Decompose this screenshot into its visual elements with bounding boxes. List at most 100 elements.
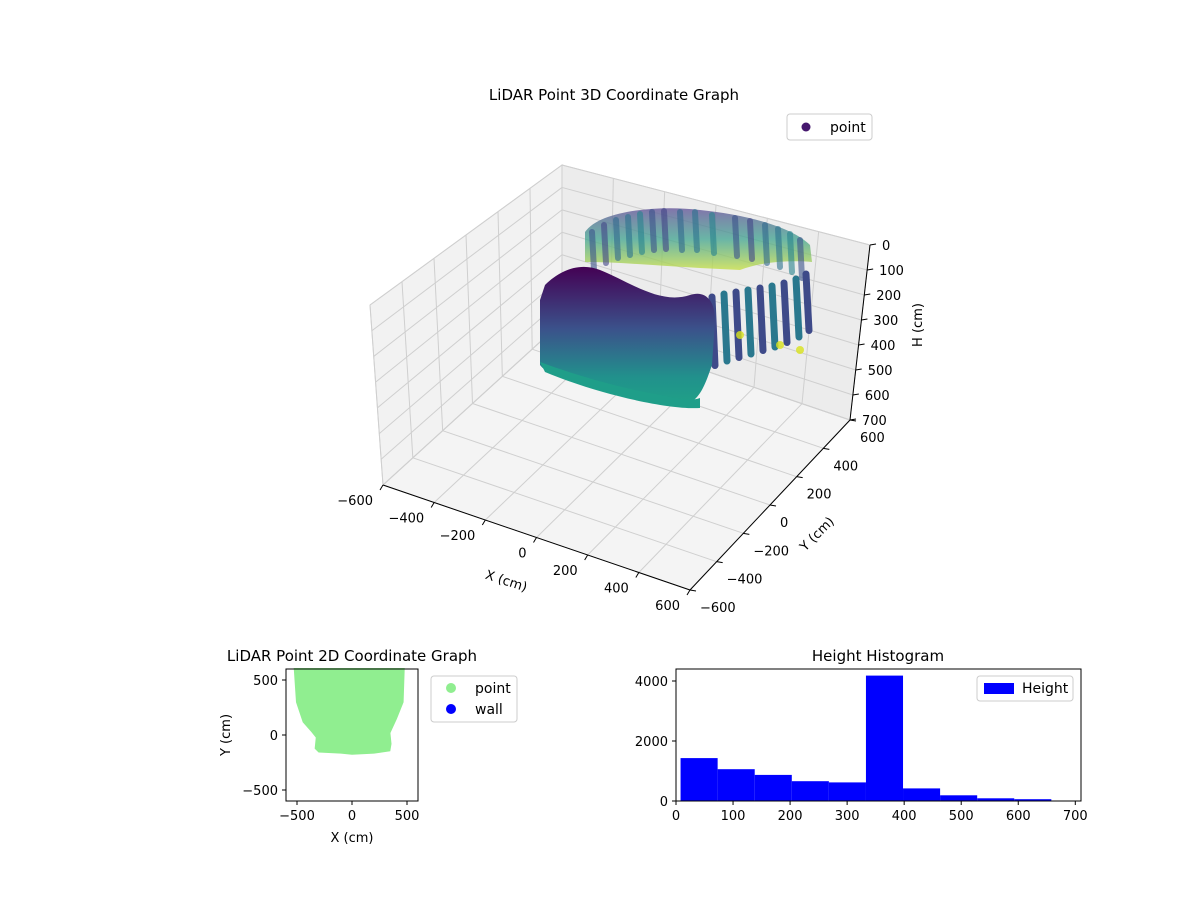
hist-legend: Height xyxy=(976,675,1074,702)
hist-y-tick-label: 2000 xyxy=(635,735,668,750)
plot2d-legend: point wall xyxy=(430,675,518,723)
grid-z-left-line xyxy=(371,187,563,332)
grid-z-left-line xyxy=(380,299,563,460)
z-tick-label: 0 xyxy=(882,239,890,254)
plot-histogram: Height Histogram 0 100 200 300 400 500 600 7000… xyxy=(635,647,1088,824)
cloud-column-right xyxy=(732,288,743,361)
x-tick xyxy=(430,502,435,508)
y-tick xyxy=(689,589,697,592)
x-tick xyxy=(533,537,537,543)
cloud-front-wall xyxy=(540,266,715,405)
cloud-column-back xyxy=(732,215,740,259)
hist-bar xyxy=(680,758,718,801)
y-tick xyxy=(796,476,803,479)
cloud-column-back xyxy=(692,209,700,253)
cloud-column-right xyxy=(768,282,779,351)
z-tick-label: 600 xyxy=(865,389,890,404)
y-tick xyxy=(823,447,830,450)
scatter-point-region xyxy=(293,668,405,755)
cloud-column-back xyxy=(661,208,669,252)
point-cloud-3d xyxy=(540,208,813,409)
cloud-column-back xyxy=(601,222,609,266)
plot3d-legend-box xyxy=(786,113,873,141)
z-tick-label: 400 xyxy=(871,339,896,354)
hist-x-tick-label: 200 xyxy=(778,809,803,824)
plot3d-legend-label: point xyxy=(830,120,866,136)
cloud-column-back xyxy=(677,209,685,253)
y-tick xyxy=(716,561,723,564)
hist-bar xyxy=(717,769,755,801)
x-tick xyxy=(584,554,589,561)
cloud-column-back xyxy=(709,212,717,256)
hist-legend-label: Height xyxy=(1022,681,1069,697)
hist-ticks: 0 100 200 300 400 500 600 700 0 2000 4000 xyxy=(635,675,1088,824)
cloud-column-back xyxy=(787,231,795,275)
x-tick-label: 600 xyxy=(655,599,680,614)
grid-y-wall-line xyxy=(529,188,533,350)
plot2d-legend-marker-wall xyxy=(446,704,456,714)
z-tick-label: 200 xyxy=(876,289,901,304)
x-tick xyxy=(481,519,486,526)
ticks-3d: −600−600−400−400−200−2000020020040040060… xyxy=(337,239,904,616)
z-tick xyxy=(855,368,862,371)
cloud-column-back xyxy=(762,222,770,266)
z-tick xyxy=(864,293,871,296)
x-tick-label: −200 xyxy=(440,529,476,544)
z-tick-label: 500 xyxy=(868,364,893,379)
grid-y-wall-line xyxy=(401,281,414,458)
z-tick xyxy=(869,243,877,246)
hist-bar xyxy=(940,795,978,801)
plot2d-legend-marker-point xyxy=(446,683,456,693)
hist-legend-swatch xyxy=(984,683,1014,694)
hist-legend-box xyxy=(976,675,1074,702)
z-tick-label: 100 xyxy=(879,264,904,279)
hist-x-tick-label: 700 xyxy=(1063,809,1088,824)
ticks-2d: −500−500 0 0 500 500 xyxy=(242,674,419,824)
hist-y-tick-label: 4000 xyxy=(635,675,668,690)
z-tick-label: 300 xyxy=(873,314,898,329)
cloud-floor-edge xyxy=(540,362,700,409)
hist-bar xyxy=(1014,799,1052,801)
z-tick xyxy=(852,393,859,396)
y-tick-label: 400 xyxy=(833,459,858,474)
z-tick xyxy=(849,418,857,421)
grid-z-right-line xyxy=(561,164,871,246)
z-tick xyxy=(858,343,865,346)
cloud-point-yellow xyxy=(736,331,744,339)
hist-bar xyxy=(791,781,829,801)
cloud-point-yellow xyxy=(776,341,784,349)
plot2d-x-tick-label: 500 xyxy=(395,809,420,824)
cloud-column-back xyxy=(797,237,805,281)
hist-x-tick-label: 100 xyxy=(721,809,746,824)
cloud-column-back xyxy=(649,209,657,253)
hist-y-tick-label: 0 xyxy=(660,795,668,810)
grid-y-wall-line xyxy=(369,304,384,486)
plot2d-y-tick-label: 0 xyxy=(270,729,278,744)
x-tick-label: −400 xyxy=(388,512,424,527)
plot3d-title: LiDAR Point 3D Coordinate Graph xyxy=(489,86,739,104)
hist-bar xyxy=(865,675,904,801)
z-axis-line xyxy=(849,244,871,421)
plot2d-x-tick-label: −500 xyxy=(279,809,315,824)
hist-bar xyxy=(977,798,1015,801)
cloud-column-right xyxy=(792,275,803,341)
cloud-column-back xyxy=(637,211,645,255)
y-tick-label: −400 xyxy=(727,573,763,588)
cloud-column-right xyxy=(756,284,767,354)
hist-x-tick-label: 300 xyxy=(835,809,860,824)
plot2d-y-tick-label: −500 xyxy=(242,784,278,799)
hist-x-tick-label: 500 xyxy=(949,809,974,824)
grid-y-wall-line xyxy=(433,258,444,431)
x-tick-label: 0 xyxy=(518,547,526,562)
cloud-column-right xyxy=(780,279,791,346)
grid-z-left-line xyxy=(382,321,563,486)
cloud-column-back xyxy=(589,229,597,273)
grid-z-left-line xyxy=(378,276,563,434)
cloud-column-right xyxy=(802,270,813,334)
point-columns xyxy=(589,208,813,374)
plot2d-y-label: Y (cm) xyxy=(219,714,234,757)
plot2d-title: LiDAR Point 2D Coordinate Graph xyxy=(227,647,477,665)
y-tick xyxy=(743,532,750,535)
hist-x-tick-label: 0 xyxy=(672,809,680,824)
